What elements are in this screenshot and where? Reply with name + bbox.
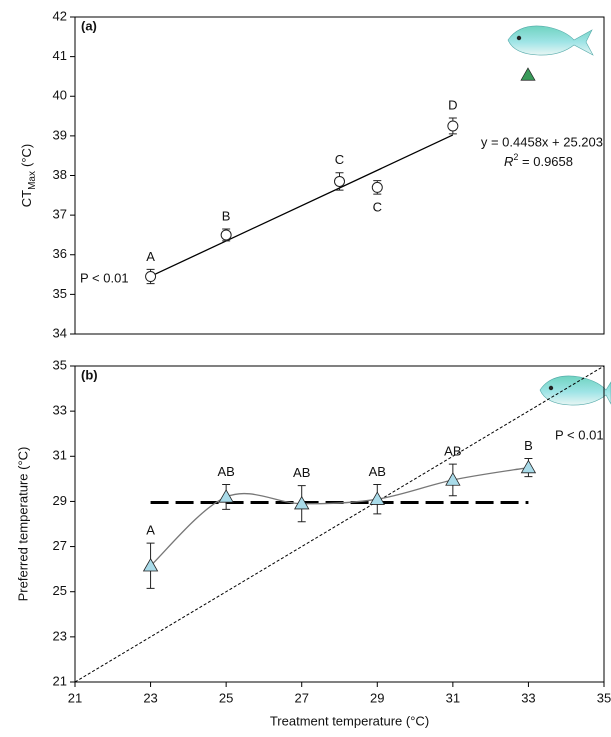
icon-marker [520,67,536,81]
x-tick-label: 25 [219,690,233,705]
marker [371,181,383,193]
x-tick-label: 21 [68,690,82,705]
y-tick-label: 23 [53,628,67,643]
x-tick-label: 27 [294,690,308,705]
r2-symbol: R [504,154,513,169]
marker [218,489,234,503]
marker [294,495,310,510]
y-tick-label: 37 [53,207,67,222]
x-tick-label: 29 [370,690,384,705]
panel-label: (a) [81,18,97,33]
y-tick-label: 29 [53,493,67,508]
letter-label: AB [444,444,461,459]
y-tick-label: 33 [53,403,67,418]
letter-label: D [448,97,457,112]
y-label-unit: (°C) [19,144,34,167]
marker [369,491,385,505]
marker [520,459,537,474]
y-tick-label: 27 [53,538,67,553]
y-tick-label: 40 [53,88,67,103]
letter-label: AB [293,465,310,480]
letter-label: B [222,208,231,223]
y-tick-label: 35 [53,286,67,301]
letter-label: AB [369,464,386,479]
y-tick-label: 38 [53,167,67,182]
marker [445,472,461,486]
x-axis-label: Treatment temperature (°C) [270,713,429,728]
y-tick-label: 35 [53,357,67,372]
y-axis-label: CTMax (°C) [19,144,37,208]
fit-line [150,134,454,277]
letter-label: AB [217,464,234,479]
marker [142,557,159,572]
x-tick-label: 23 [143,690,157,705]
y-tick-label: 39 [53,127,67,142]
fish-icon-a [507,25,594,56]
x-tick-label: 31 [446,690,460,705]
y-tick-label: 25 [53,583,67,598]
marker [145,271,157,283]
p-label: P < 0.01 [80,270,129,285]
plot-frame [74,365,605,683]
letter-label: B [524,438,533,453]
y-tick-label: 36 [53,246,67,261]
marker [220,229,232,241]
letter-label: A [146,249,155,264]
letter-label: C [373,200,382,215]
x-tick-label: 35 [597,690,611,705]
y-tick-label: 31 [53,448,67,463]
y-tick-label: 41 [53,48,67,63]
y-tick-label: 21 [53,673,67,688]
series-line [150,466,529,567]
y-label-sub: Max [27,171,38,190]
r2-sup: 2 [513,152,518,162]
x-tick-label: 33 [521,690,535,705]
letter-label: A [146,523,155,538]
y-tick-label: 42 [53,8,67,23]
r2-text: = 0.9658 [518,154,573,169]
marker [447,120,459,132]
letter-label: C [335,152,344,167]
y-tick-label: 34 [53,325,67,340]
p-label: P < 0.01 [555,427,604,442]
equation: y = 0.4458x + 25.203 [481,134,603,149]
marker [334,175,345,187]
y-axis-label: Preferred temperature (°C) [15,447,30,602]
panel-label: (b) [81,367,98,382]
identity-line [74,365,605,683]
r-squared: R2 = 0.9658 [504,152,573,169]
fish-icon-b [539,375,611,406]
y-label-main: CT [19,190,34,207]
